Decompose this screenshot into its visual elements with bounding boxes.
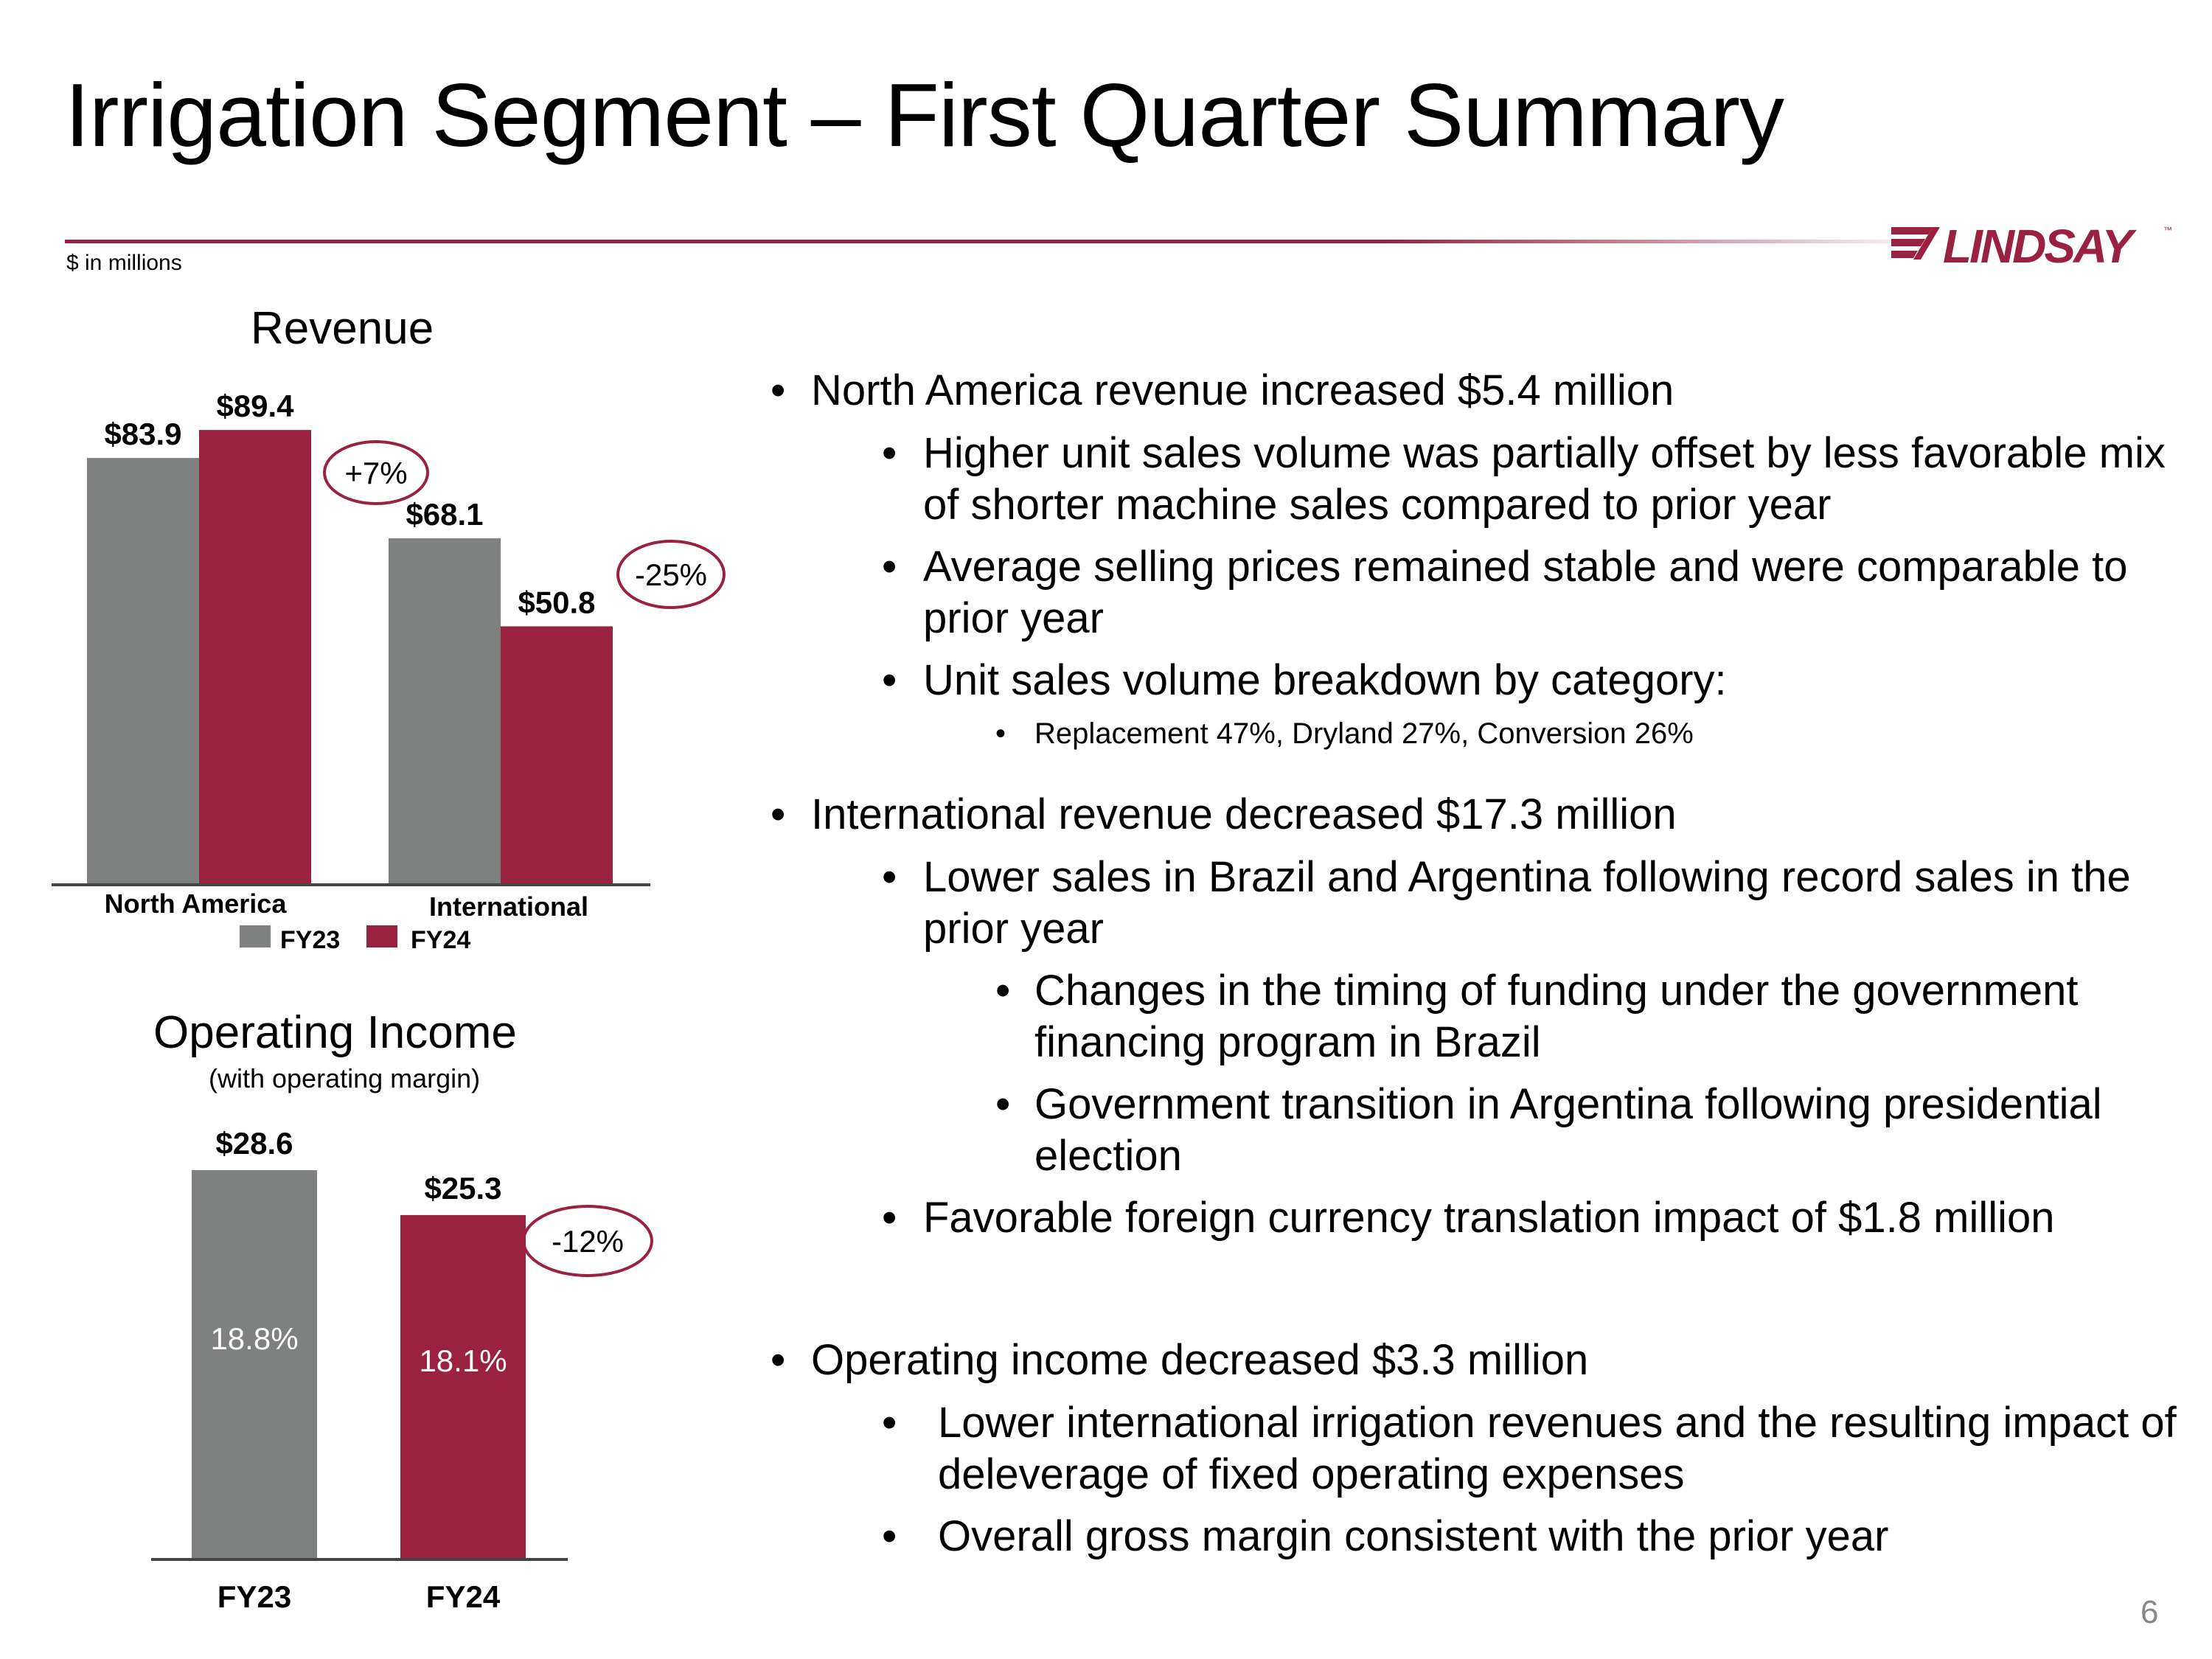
bullet-text: Lower international irrigation revenues … — [938, 1399, 2177, 1447]
operating-income-chart: $28.6 $25.3 18.8% 18.1% FY23 FY24 -12% — [151, 1126, 653, 1614]
operating-income-category-label: FY23 — [218, 1579, 291, 1614]
operating-income-value-label: $28.6 — [215, 1126, 293, 1161]
revenue-chart: $83.9 $89.4 $68.1 $50.8 North America Interna… — [52, 389, 726, 954]
bullet-dot-icon: • — [995, 967, 1011, 1015]
revenue-bar-fy24-international — [501, 626, 613, 885]
revenue-value-label: $83.9 — [104, 417, 181, 451]
legend-swatch-fy24 — [366, 925, 397, 947]
bullet-text: North America revenue increased $5.4 mil… — [811, 366, 1674, 414]
bullet-dot-icon: • — [995, 717, 1006, 750]
legend-swatch-fy23 — [240, 925, 271, 947]
bullet-dot-icon: • — [771, 366, 786, 414]
bullet-text: Replacement 47%, Dryland 27%, Conversion… — [1034, 717, 1694, 750]
bullet-dot-icon: • — [771, 790, 786, 838]
revenue-bar-fy24-north-america — [199, 430, 311, 885]
bullet-text: Government transition in Argentina follo… — [1034, 1080, 2102, 1128]
operating-income-bar-fy23 — [192, 1170, 317, 1559]
operating-income-chart-title: Operating Income — [153, 1007, 517, 1058]
revenue-value-label: $89.4 — [216, 389, 294, 423]
bullet-text: prior year — [923, 905, 1104, 953]
change-oval — [323, 440, 429, 505]
revenue-value-label: $50.8 — [518, 585, 595, 619]
bullet-dot-icon: • — [882, 1194, 897, 1242]
bullet-text: Higher unit sales volume was partially o… — [923, 429, 2166, 477]
bullet-dot-icon: • — [882, 429, 897, 477]
page-title: Irrigation Segment – First Quarter Summa… — [65, 65, 1784, 165]
change-oval — [616, 540, 726, 609]
bullet-dot-icon: • — [995, 1080, 1011, 1128]
bullet-text: Lower sales in Brazil and Argentina foll… — [923, 853, 2131, 901]
revenue-bar-fy23-north-america — [87, 458, 199, 885]
operating-income-value-label: $25.3 — [424, 1171, 501, 1206]
operating-margin-label: 18.1% — [419, 1343, 507, 1378]
operating-margin-label: 18.8% — [210, 1321, 298, 1356]
logo-wordmark: LINDSAY — [1943, 220, 2133, 273]
bullet-text: deleverage of fixed operating expenses — [938, 1450, 1685, 1498]
bullet-text: election — [1034, 1132, 1182, 1180]
bullet-text: Unit sales volume breakdown by category: — [923, 656, 1727, 704]
bullet-dot-icon: • — [882, 656, 897, 704]
legend-label-fy23: FY23 — [280, 926, 340, 954]
revenue-value-label: $68.1 — [406, 497, 483, 532]
operating-income-subtitle: (with operating margin) — [209, 1063, 481, 1093]
bullet-dot-icon: • — [882, 1512, 897, 1560]
header-divider — [65, 240, 1952, 243]
operating-income-bar-fy24 — [400, 1214, 526, 1559]
change-oval — [522, 1205, 653, 1277]
page-number: 6 — [2140, 1594, 2159, 1630]
bullet-text: Changes in the timing of funding under t… — [1034, 967, 2079, 1015]
bullet-text: International revenue decreased $17.3 mi… — [811, 790, 1677, 838]
bullet-text: of shorter machine sales compared to pri… — [923, 481, 1832, 529]
operating-income-category-label: FY24 — [426, 1579, 501, 1614]
lindsay-logo-icon — [1891, 227, 1940, 260]
revenue-category-label: International — [429, 891, 588, 922]
bullet-text: Favorable foreign currency translation i… — [923, 1194, 2055, 1242]
bullet-text: financing program in Brazil — [1034, 1018, 1541, 1066]
logo-trademark: ™ — [2163, 225, 2172, 235]
units-note: $ in millions — [66, 251, 182, 275]
bullet-dot-icon: • — [882, 543, 897, 591]
bullet-text: Overall gross margin consistent with the… — [938, 1512, 1889, 1560]
revenue-bar-fy23-international — [389, 538, 501, 885]
revenue-chart-title: Revenue — [251, 303, 434, 354]
bullet-text: Operating income decreased $3.3 million — [811, 1336, 1589, 1384]
revenue-category-label: North America — [105, 888, 288, 919]
bullet-text: Average selling prices remained stable a… — [923, 543, 2128, 591]
bullet-dot-icon: • — [771, 1336, 786, 1384]
bullet-dot-icon: • — [882, 853, 897, 901]
legend-label-fy24: FY24 — [411, 926, 470, 954]
bullet-dot-icon: • — [882, 1399, 897, 1447]
bullet-text: prior year — [923, 594, 1104, 642]
revenue-change-label: -25% — [635, 557, 707, 592]
operating-income-change-label: -12% — [552, 1224, 624, 1259]
revenue-change-label: +7% — [344, 456, 407, 490]
